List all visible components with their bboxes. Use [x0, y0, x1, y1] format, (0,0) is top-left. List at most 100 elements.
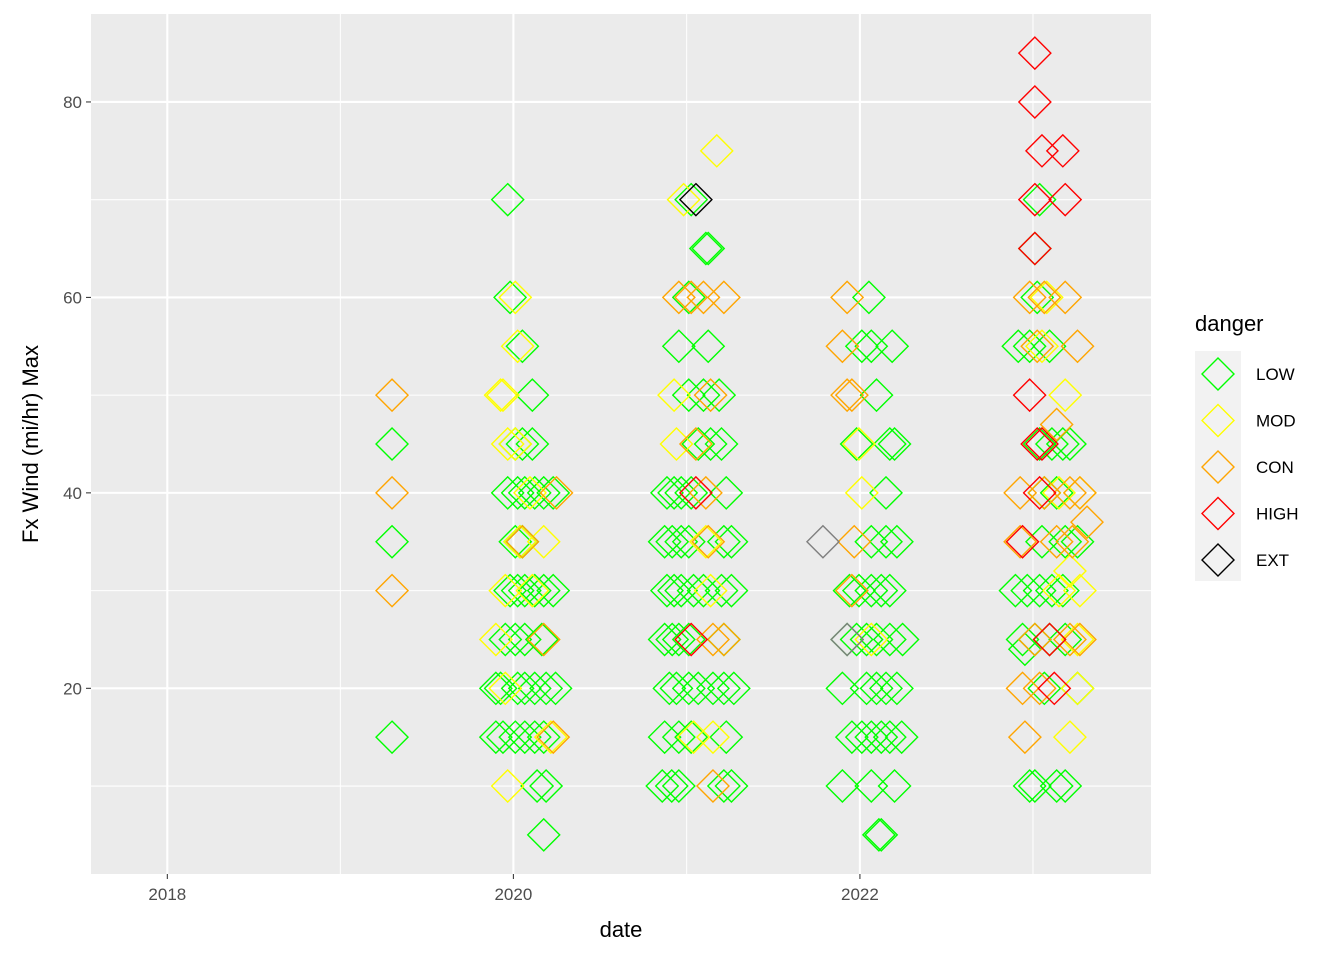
data-point — [661, 720, 696, 755]
data-point — [872, 573, 907, 608]
data-point — [674, 280, 709, 315]
data-point — [674, 475, 709, 510]
data-point — [671, 280, 706, 315]
legend-entry-ext: EXT — [1201, 543, 1289, 577]
data-point — [1022, 573, 1057, 608]
data-point — [1017, 231, 1052, 266]
data-point — [1060, 671, 1095, 706]
data-point — [507, 720, 542, 755]
data-point — [1012, 329, 1047, 364]
data-point — [526, 573, 561, 608]
panel-background — [91, 14, 1151, 874]
y-tick-label: 60 — [63, 288, 82, 307]
data-point — [1022, 671, 1057, 706]
y-tick-label: 40 — [63, 484, 82, 503]
data-point — [825, 329, 860, 364]
data-point — [844, 720, 879, 755]
x-axis: 2018 2020 2022 — [148, 874, 879, 904]
legend-entry-con: CON — [1201, 450, 1294, 484]
y-axis-title: Fx Wind (mi/hr) Max — [18, 345, 43, 543]
data-point — [1039, 524, 1074, 559]
x-tick-label: 2018 — [148, 885, 186, 904]
data-point — [839, 427, 874, 461]
data-point — [1022, 427, 1057, 461]
data-point — [681, 671, 716, 706]
data-point — [647, 622, 682, 657]
data-point — [524, 622, 559, 657]
data-point — [659, 427, 694, 461]
data-point — [854, 720, 889, 755]
data-point — [1017, 84, 1052, 119]
data-point — [1012, 769, 1047, 804]
data-point — [538, 671, 573, 706]
data-point — [1052, 554, 1087, 589]
data-point — [884, 720, 919, 755]
data-point — [1034, 573, 1069, 608]
data-point — [1062, 475, 1097, 510]
data-point — [664, 475, 699, 510]
data-point — [647, 524, 682, 559]
data-point — [869, 475, 903, 510]
data-point — [704, 427, 739, 461]
data-point — [1060, 329, 1095, 364]
data-point — [854, 622, 889, 657]
data-point — [830, 378, 865, 413]
data-point — [529, 769, 564, 804]
data-point — [825, 671, 860, 706]
data-point — [526, 622, 561, 657]
data-point — [1007, 632, 1042, 667]
data-point — [1037, 671, 1072, 706]
legend-entry-mod: MOD — [1201, 403, 1296, 438]
data-point — [706, 671, 741, 706]
data-point — [657, 573, 692, 608]
data-point — [877, 427, 912, 461]
data-point — [1048, 524, 1083, 559]
major-gridlines — [91, 14, 1151, 874]
data-point — [830, 622, 865, 657]
legend-entries: LOW MOD CON HIGH EXT — [1201, 357, 1299, 577]
data-point — [490, 182, 525, 217]
data-point — [1055, 524, 1090, 559]
data-point — [875, 329, 910, 364]
data-point — [1052, 720, 1087, 755]
data-point — [674, 622, 709, 657]
data-point — [691, 329, 726, 364]
legend-key-diamond — [1201, 543, 1235, 577]
data-point — [861, 817, 896, 852]
data-point — [1012, 280, 1047, 315]
data-point — [515, 378, 550, 413]
data-point — [1017, 36, 1052, 71]
data-point — [872, 622, 907, 657]
data-point — [1005, 524, 1040, 559]
data-point — [699, 133, 734, 168]
series-ext — [678, 182, 713, 217]
data-point — [1070, 505, 1104, 540]
data-point — [1039, 475, 1074, 510]
data-point — [490, 427, 525, 461]
data-point — [1007, 720, 1042, 755]
data-point — [498, 720, 533, 755]
data-point — [539, 475, 574, 510]
legend-label: HIGH — [1256, 505, 1299, 524]
data-point — [488, 573, 523, 608]
legend-label: CON — [1256, 458, 1294, 477]
data-point — [375, 378, 410, 413]
data-point — [854, 573, 889, 608]
data-point — [505, 329, 540, 364]
data-point — [536, 475, 571, 510]
data-point — [1024, 329, 1059, 364]
data-point — [671, 671, 706, 706]
data-point — [478, 622, 513, 657]
data-point — [505, 427, 540, 461]
data-point — [1062, 622, 1097, 657]
legend-key-diamond — [1201, 403, 1235, 438]
legend: danger LOW MOD CON HIGH EXT — [1195, 311, 1299, 581]
data-point — [512, 475, 547, 510]
data-point — [1001, 329, 1036, 364]
data-point — [872, 427, 907, 461]
data-point — [837, 524, 872, 559]
data-point — [688, 524, 723, 559]
data-point — [1048, 769, 1083, 804]
data-point — [686, 378, 721, 413]
data-point — [1029, 280, 1064, 315]
